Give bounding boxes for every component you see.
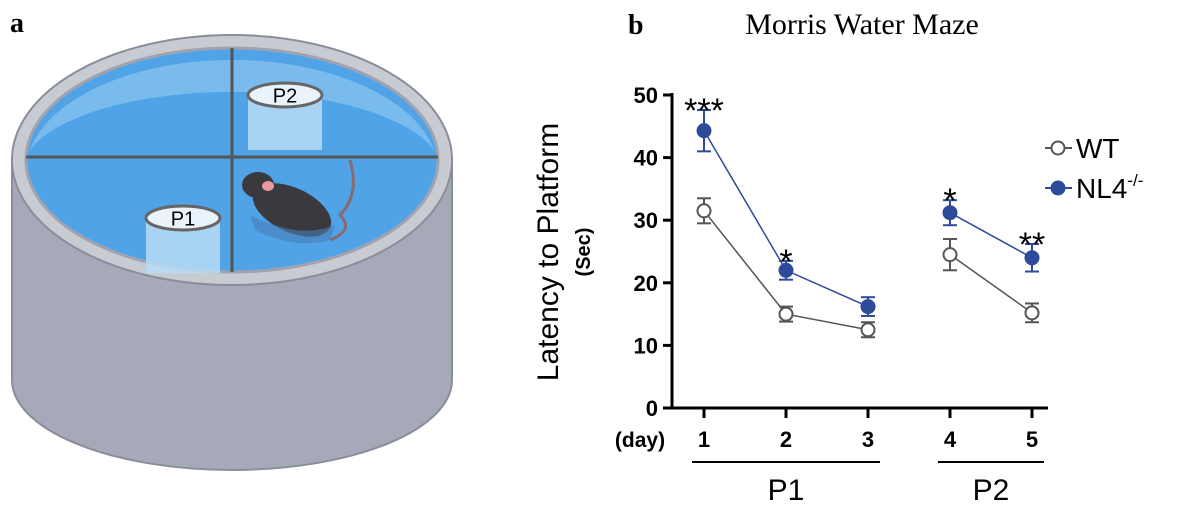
x-tick-label: 5: [1026, 427, 1038, 452]
panel-label: b: [628, 10, 644, 41]
mouse-head: [242, 172, 274, 198]
significance-label: *: [943, 182, 956, 220]
data-point: [1024, 250, 1040, 266]
data-point: [778, 306, 794, 322]
legend-name: WT: [1076, 133, 1120, 164]
significance-label: **: [1019, 226, 1045, 264]
data-point: [696, 203, 712, 219]
y-tick-label: 50: [634, 83, 658, 108]
data-point: [696, 123, 712, 139]
legend-marker: [1050, 180, 1066, 196]
legend-superscript: -/-: [1127, 171, 1143, 190]
data-point: [860, 299, 876, 315]
significance-label: ***: [684, 92, 724, 130]
water-highlight: [30, 59, 434, 150]
significance-label: *: [779, 243, 792, 281]
mouse-tail: [329, 159, 355, 242]
series-line: [949, 212, 1033, 259]
y-axis-unit: (Sec): [573, 228, 595, 277]
water-surface: [250, 215, 335, 244]
legend-label: NL4-/-: [1076, 171, 1143, 204]
y-tick-label: 0: [646, 396, 658, 421]
legend-marker: [1050, 140, 1066, 156]
y-tick-label: 40: [634, 146, 658, 171]
platform-top: [246, 81, 324, 109]
legend-label: WT: [1076, 133, 1120, 164]
y-tick-label: 30: [634, 208, 658, 233]
x-tick-label: 2: [780, 427, 792, 452]
platform-label: P1: [171, 208, 195, 230]
platform-label: P2: [273, 85, 297, 107]
group-label: P1: [768, 474, 805, 505]
y-tick-label: 20: [634, 271, 658, 296]
x-axis-label: (day): [615, 429, 665, 452]
y-tick-label: 10: [634, 333, 658, 358]
group-label: P2: [973, 474, 1010, 505]
series-line: [949, 254, 1033, 314]
data-point: [778, 262, 794, 278]
mouse-body: [252, 183, 332, 237]
legend-name: NL4: [1076, 173, 1127, 204]
panel-label: a: [10, 8, 24, 39]
data-point: [942, 247, 958, 263]
mouse-mouth: [262, 181, 274, 191]
water-maze-illustration: [11, 34, 453, 471]
chart-title: Morris Water Maze: [745, 8, 979, 41]
x-tick-label: 4: [944, 427, 957, 452]
data-point: [1024, 305, 1040, 321]
data-point: [942, 205, 958, 221]
x-tick-label: 3: [862, 427, 874, 452]
data-point: [860, 322, 876, 338]
platform-top: [144, 204, 222, 232]
y-axis-label: Latency to Platform: [532, 123, 565, 381]
x-tick-label: 1: [698, 427, 710, 452]
